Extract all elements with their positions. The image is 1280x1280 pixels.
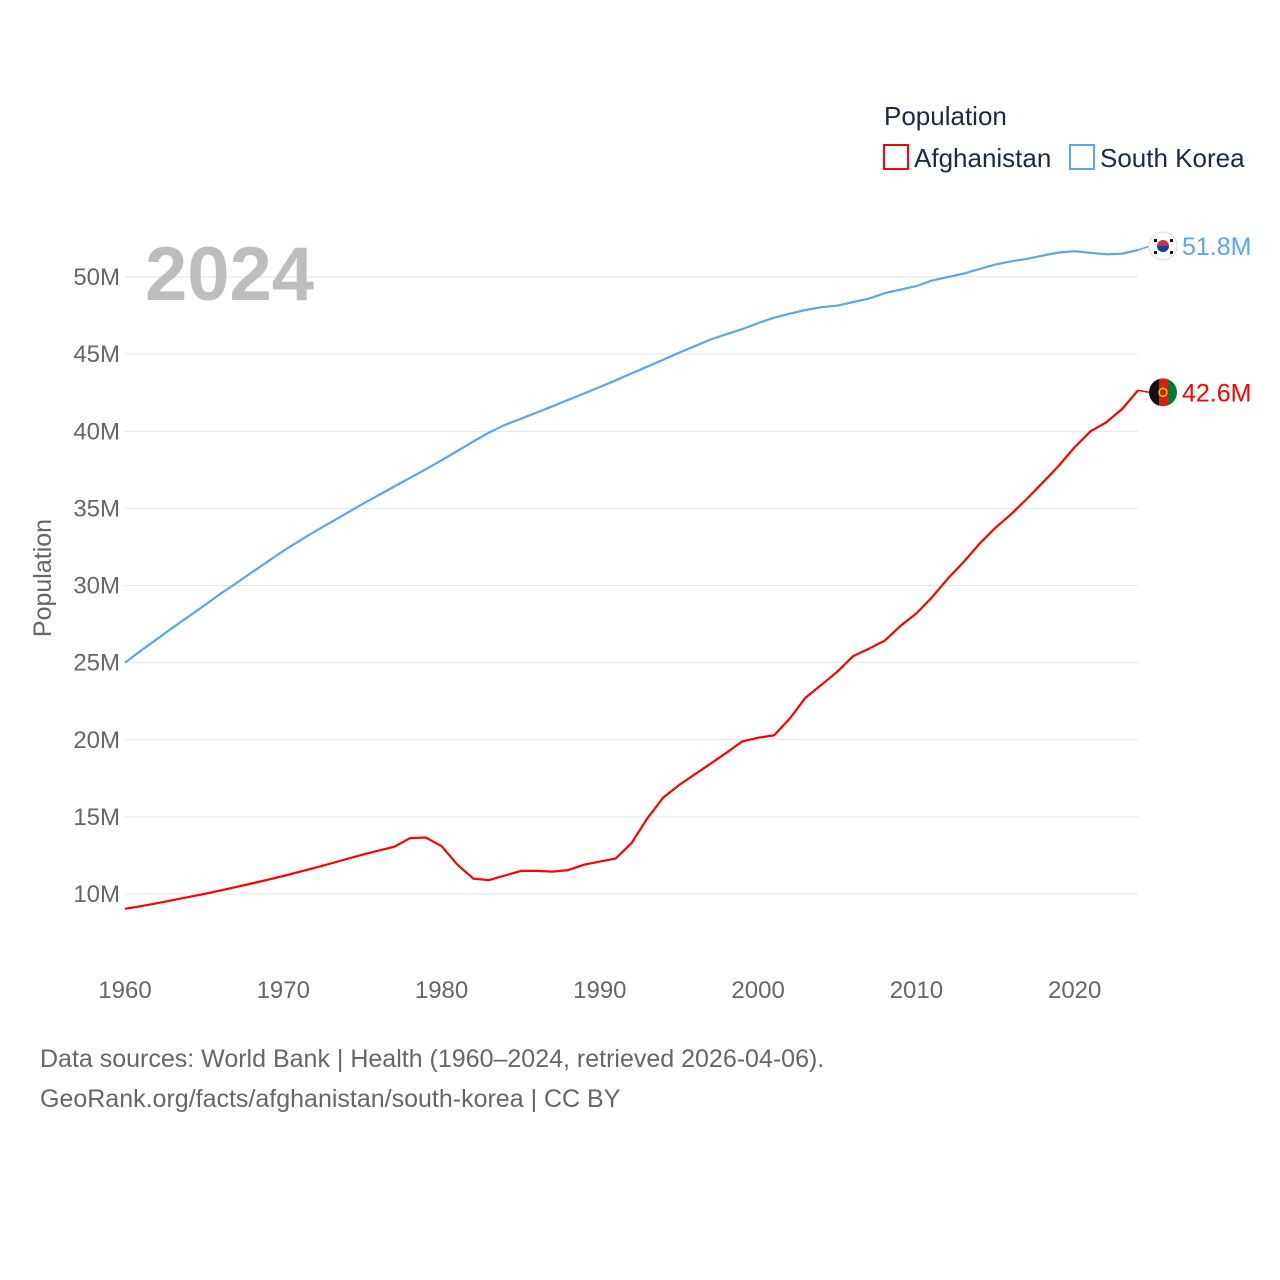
south-korea-flag-icon xyxy=(1148,231,1178,261)
legend-label-south-korea[interactable]: South Korea xyxy=(1100,143,1245,173)
footer-attribution[interactable]: GeoRank.org/facts/afghanistan/south-kore… xyxy=(40,1085,621,1113)
x-tick-label: 1960 xyxy=(98,977,151,1004)
end-label-afghanistan: 42.6M xyxy=(1182,379,1251,407)
legend-title: Population xyxy=(884,101,1007,131)
y-tick-label: 30M xyxy=(73,573,120,600)
legend-swatch-south-korea xyxy=(1069,144,1095,170)
y-tick-label: 45M xyxy=(73,341,120,368)
y-tick-label: 35M xyxy=(73,495,120,522)
x-tick-label: 1990 xyxy=(573,977,626,1004)
y-tick-label: 20M xyxy=(73,727,120,754)
afghanistan-flag-icon xyxy=(1149,378,1177,407)
y-tick-label: 10M xyxy=(73,881,120,908)
x-tick-label: 2020 xyxy=(1048,977,1101,1004)
legend-swatch-afghanistan xyxy=(883,144,909,170)
y-tick-label: 50M xyxy=(73,264,120,291)
legend-label-afghanistan[interactable]: Afghanistan xyxy=(914,143,1051,173)
end-connector xyxy=(1137,389,1151,394)
y-tick-label: 15M xyxy=(73,804,120,831)
series-line-south-korea xyxy=(124,248,1139,664)
legend: Population Afghanistan South Korea xyxy=(883,101,1245,173)
series-line-afghanistan xyxy=(124,389,1139,910)
x-tick-label: 2000 xyxy=(731,977,784,1004)
end-label-south-korea: 51.8M xyxy=(1182,233,1251,261)
x-tick-label: 1980 xyxy=(415,977,468,1004)
year-label: 2024 xyxy=(145,232,314,317)
footer-sources: Data sources: World Bank | Health (1960–… xyxy=(40,1045,825,1073)
x-tick-label: 2010 xyxy=(890,977,943,1004)
y-tick-label: 25M xyxy=(73,650,120,677)
end-connector xyxy=(1137,245,1151,251)
x-tick-label: 1970 xyxy=(257,977,310,1004)
y-axis-label: Population xyxy=(29,519,57,637)
y-tick-label: 40M xyxy=(73,418,120,445)
